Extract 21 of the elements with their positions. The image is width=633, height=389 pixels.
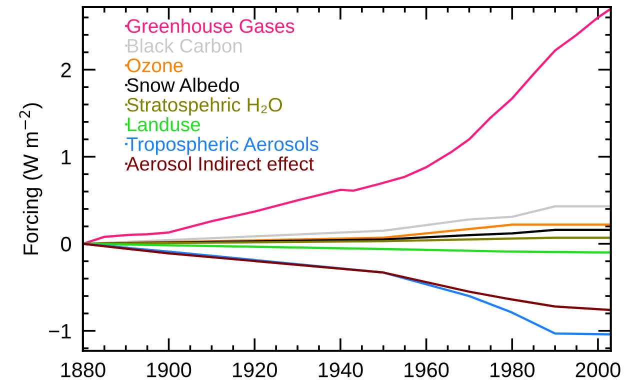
legend-label: Ozone <box>127 58 183 72</box>
legend-label: Greenhouse Gases <box>127 18 294 33</box>
legend-label: Tropospheric Aerosols <box>126 136 318 155</box>
legend-label: Landuse <box>128 117 200 132</box>
x-tick-label: 1880 <box>61 362 106 378</box>
x-tick-label: 1920 <box>233 362 277 378</box>
line-series <box>82 242 611 254</box>
x-tick-label: 1900 <box>147 362 192 378</box>
line-series <box>82 242 611 312</box>
x-tick-label: 2000 <box>576 362 620 378</box>
y-axis-title: Forcing (W m$^{−2}$) <box>19 103 42 254</box>
x-tick-label: 1980 <box>490 362 534 378</box>
x-tick-label: 1940 <box>318 362 363 378</box>
x-tick-label: 1960 <box>404 362 449 378</box>
y-tick-label: 2 <box>61 62 71 78</box>
y-tick-label: 0 <box>61 236 71 252</box>
y-tick-label: −1 <box>49 324 71 338</box>
legend-label: Aerosol Indirect effect <box>126 156 314 171</box>
legend-label: Stratospehric H₂O <box>127 97 282 116</box>
legend-label: Snow Albedo <box>127 78 239 92</box>
y-tick-label: 1 <box>62 150 71 164</box>
